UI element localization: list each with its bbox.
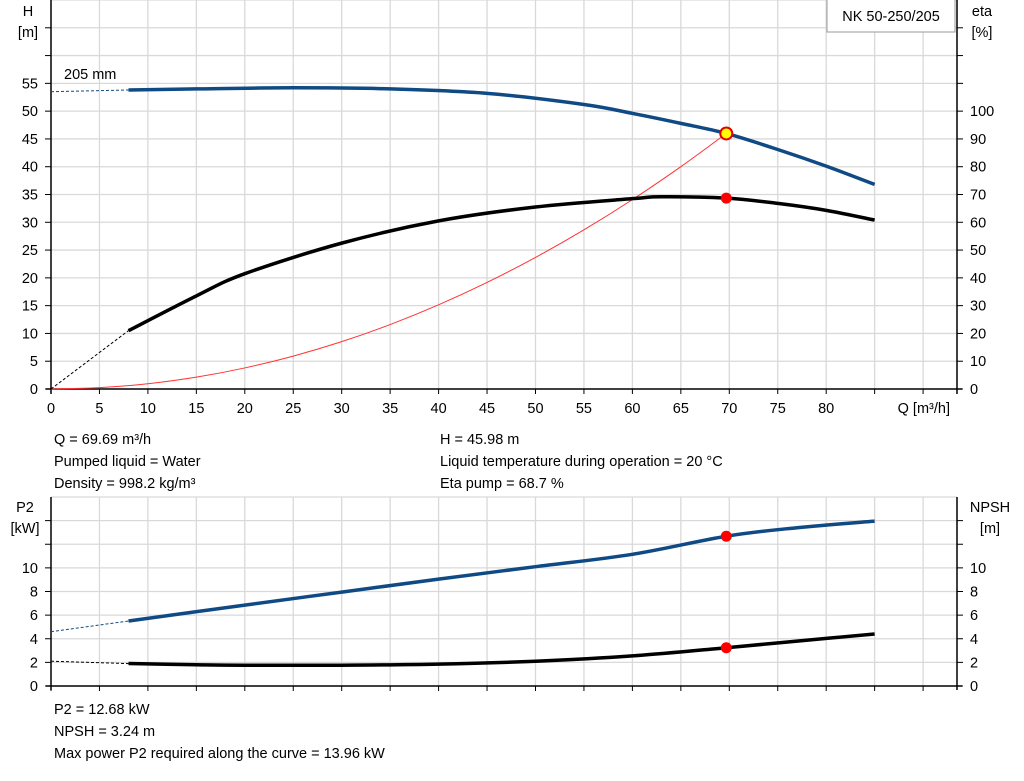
y-tick-label-left: 45 xyxy=(22,132,38,148)
y-tick-label-right: 10 xyxy=(970,561,986,577)
y-tick-label-right: 4 xyxy=(970,632,978,648)
duty-point-npsh xyxy=(720,642,732,654)
y-tick-label-right: 2 xyxy=(970,655,978,671)
y-tick-label-right: 30 xyxy=(970,299,986,315)
y-tick-label-left: 25 xyxy=(22,243,38,259)
info-max-power: Max power P2 required along the curve = … xyxy=(54,746,385,762)
chart-title: NK 50-250/205 xyxy=(842,9,940,25)
power-curve-extrapolated xyxy=(50,620,129,633)
y-tick-label-right: 100 xyxy=(970,104,994,120)
head-curve-extrapolated xyxy=(50,89,129,93)
y-tick-label-right: 0 xyxy=(970,679,978,695)
y-tick-label-left: 55 xyxy=(22,76,38,92)
y-axis-label-right: eta xyxy=(972,4,993,20)
y-tick-label-right: 8 xyxy=(970,585,978,601)
x-tick-label: 20 xyxy=(237,401,253,417)
y-axis-label-left: P2 xyxy=(16,500,34,516)
y-tick-label-left: 35 xyxy=(22,188,38,204)
chart-title-box xyxy=(826,0,956,33)
y-tick-label-left: 0 xyxy=(30,679,38,695)
x-tick-label: 80 xyxy=(818,401,834,417)
x-tick-label: 50 xyxy=(527,401,543,417)
y-tick-label-right: 10 xyxy=(970,354,986,370)
y-axis-label-right: [%] xyxy=(972,25,993,41)
y-tick-label-right: 40 xyxy=(970,271,986,287)
y-axis-label-right: NPSH xyxy=(970,500,1010,516)
info-density: Density = 998.2 kg/m³ xyxy=(54,476,196,492)
y-tick-label-right: 80 xyxy=(970,160,986,176)
x-tick-label: 30 xyxy=(334,401,350,417)
info-top-left: Q = 69.69 m³/h Pumped liquid = Water Den… xyxy=(54,429,201,495)
y-tick-label-left: 40 xyxy=(22,160,38,176)
y-axis-label-right: [m] xyxy=(980,521,1000,537)
duty-point-power xyxy=(720,530,732,542)
x-tick-label: 10 xyxy=(140,401,156,417)
y-tick-label-right: 60 xyxy=(970,215,986,231)
y-tick-label-right: 20 xyxy=(970,326,986,342)
x-tick-label: 45 xyxy=(479,401,495,417)
info-top-right: H = 45.98 m Liquid temperature during op… xyxy=(440,429,723,495)
efficiency-curve xyxy=(127,194,875,333)
info-temperature: Liquid temperature during operation = 20… xyxy=(440,454,723,470)
y-tick-label-left: 50 xyxy=(22,104,38,120)
x-tick-label: 35 xyxy=(382,401,398,417)
duty-point-head xyxy=(719,126,734,141)
y-tick-label-right: 50 xyxy=(970,243,986,259)
x-tick-label: 0 xyxy=(47,401,55,417)
npsh-curve-extrapolated xyxy=(50,660,129,665)
x-tick-label: 15 xyxy=(188,401,204,417)
x-tick-label: 65 xyxy=(673,401,689,417)
x-tick-label: 75 xyxy=(770,401,786,417)
x-tick-label: 40 xyxy=(431,401,447,417)
y-tick-label-left: 30 xyxy=(22,215,38,231)
y-tick-label-left: 4 xyxy=(30,632,38,648)
system-curve xyxy=(50,133,727,390)
y-tick-label-right: 90 xyxy=(970,132,986,148)
y-tick-label-left: 10 xyxy=(22,326,38,342)
x-tick-label: 5 xyxy=(95,401,103,417)
info-head: H = 45.98 m xyxy=(440,432,520,448)
y-tick-label-left: 0 xyxy=(30,382,38,398)
info-liquid: Pumped liquid = Water xyxy=(54,454,201,470)
x-tick-label: 25 xyxy=(285,401,301,417)
y-tick-label-right: 0 xyxy=(970,382,978,398)
x-tick-label: 70 xyxy=(721,401,737,417)
info-p2: P2 = 12.68 kW xyxy=(54,702,150,718)
x-tick-label: 55 xyxy=(576,401,592,417)
duty-point-efficiency xyxy=(720,192,732,204)
y-tick-label-left: 6 xyxy=(30,608,38,624)
y-axis-label-left: [m] xyxy=(18,25,38,41)
y-tick-label-left: 10 xyxy=(22,561,38,577)
info-bottom: P2 = 12.68 kW NPSH = 3.24 m Max power P2… xyxy=(54,699,385,765)
x-axis-label: Q [m³/h] xyxy=(898,401,950,417)
power-curve xyxy=(128,519,875,623)
y-tick-label-right: 70 xyxy=(970,188,986,204)
impeller-diameter-label: 205 mm xyxy=(64,67,116,83)
y-tick-label-left: 5 xyxy=(30,354,38,370)
info-flow: Q = 69.69 m³/h xyxy=(54,432,152,448)
y-tick-label-right: 6 xyxy=(970,608,978,624)
info-eta: Eta pump = 68.7 % xyxy=(440,476,564,492)
info-npsh: NPSH = 3.24 m xyxy=(54,724,156,740)
efficiency-curve-extrapolated xyxy=(50,330,129,390)
head-curve xyxy=(128,86,876,187)
y-tick-label-left: 20 xyxy=(22,271,38,287)
y-tick-label-left: 15 xyxy=(22,299,38,315)
x-tick-label: 60 xyxy=(624,401,640,417)
y-tick-label-left: 2 xyxy=(30,655,38,671)
y-axis-label-left: H xyxy=(23,4,33,20)
y-axis-label-left: [kW] xyxy=(11,521,40,537)
npsh-curve xyxy=(128,632,875,668)
y-tick-label-left: 8 xyxy=(30,585,38,601)
